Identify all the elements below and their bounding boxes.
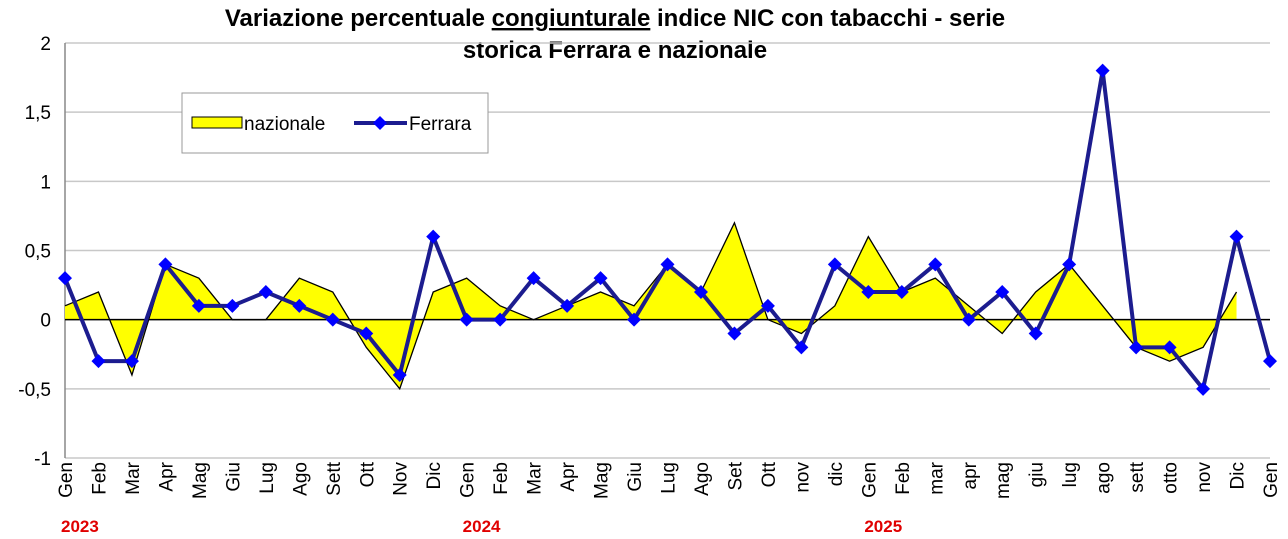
marker xyxy=(1129,340,1144,355)
x-tick-label: dic xyxy=(826,462,847,486)
x-tick-label: ago xyxy=(1094,462,1115,494)
marker xyxy=(995,285,1010,299)
marker xyxy=(1095,63,1110,78)
x-tick-label: Sett xyxy=(324,461,345,496)
x-tick-label: Ago xyxy=(692,462,713,496)
marker xyxy=(961,312,976,327)
x-tick-label: Dic xyxy=(1228,462,1249,489)
chart-title: Variazione percentuale congiunturale ind… xyxy=(225,5,1005,32)
marker xyxy=(258,285,273,299)
y-tick-label: 2 xyxy=(40,34,51,55)
x-tick-label: Lug xyxy=(257,462,278,494)
marker xyxy=(760,298,775,313)
y-tick-label: 1 xyxy=(40,172,51,193)
marker xyxy=(1028,326,1043,341)
x-tick-label: mar xyxy=(926,461,947,494)
y-tick-label: 0 xyxy=(40,311,51,332)
x-tick-label: giu xyxy=(1027,462,1048,487)
legend-marker xyxy=(373,116,387,130)
x-tick-label: Nov xyxy=(391,462,412,496)
x-tick-label: Ott xyxy=(759,461,780,487)
x-tick-label: Ott xyxy=(357,461,378,487)
x-tick-label: Apr xyxy=(156,461,177,491)
y-tick-label: -1 xyxy=(34,449,51,470)
y-tick-label: 1,5 xyxy=(25,103,51,124)
marker xyxy=(1062,257,1077,272)
x-tick-label: Mar xyxy=(525,461,546,494)
x-tick-label: Gen xyxy=(1261,462,1282,498)
marker xyxy=(560,298,575,313)
marker xyxy=(191,298,206,313)
marker xyxy=(526,271,541,286)
marker xyxy=(894,285,909,299)
x-tick-label: Feb xyxy=(893,462,914,495)
y-tick-label: -0,5 xyxy=(18,380,51,401)
x-tick-label: Giu xyxy=(625,462,646,492)
x-tick-label: Gen xyxy=(56,462,77,498)
marker xyxy=(158,257,173,272)
marker xyxy=(693,285,708,299)
title-part: Variazione percentuale xyxy=(225,5,492,32)
marker xyxy=(928,257,943,272)
x-tick-label: Apr xyxy=(558,461,579,491)
x-tick-label: Mag xyxy=(190,462,211,499)
y-tick-label: 0,5 xyxy=(25,242,51,263)
legend-swatch xyxy=(191,116,243,129)
marker xyxy=(91,354,106,369)
marker xyxy=(861,285,876,299)
marker xyxy=(1162,340,1177,355)
x-tick-label: Feb xyxy=(491,462,512,495)
marker xyxy=(392,368,407,382)
legend-label: nazionale xyxy=(244,114,325,135)
x-tick-label: Gen xyxy=(859,462,880,498)
marker xyxy=(660,257,675,272)
x-tick-label: Set xyxy=(725,461,746,490)
marker xyxy=(1196,381,1211,396)
x-tick-label: nov xyxy=(1194,462,1215,493)
marker xyxy=(325,312,340,327)
x-tick-label: lug xyxy=(1060,462,1081,487)
year-label: 2024 xyxy=(463,517,501,536)
marker xyxy=(124,354,139,369)
x-tick-label: Dic xyxy=(424,462,445,489)
x-tick-label: apr xyxy=(960,461,981,489)
marker xyxy=(827,257,842,272)
year-label: 2023 xyxy=(61,517,99,536)
title-part: indice NIC con tabacchi - serie xyxy=(650,5,1005,32)
x-tick-label: Lug xyxy=(659,462,680,494)
x-tick-label: Giu xyxy=(223,462,244,492)
title-part: congiunturale xyxy=(492,5,651,32)
x-tick-label: sett xyxy=(1127,461,1148,492)
marker xyxy=(1229,229,1244,244)
x-tick-label: Feb xyxy=(89,462,110,495)
legend-label: Ferrara xyxy=(409,114,472,135)
marker xyxy=(225,298,240,313)
marker xyxy=(493,312,508,327)
marker xyxy=(292,298,307,313)
marker xyxy=(627,312,642,327)
year-label: 2025 xyxy=(864,517,902,536)
marker xyxy=(727,326,742,341)
x-tick-label: Gen xyxy=(458,462,479,498)
marker xyxy=(426,229,441,244)
marker xyxy=(359,326,374,341)
x-tick-label: otto xyxy=(1161,462,1182,494)
area-fill xyxy=(65,222,1237,389)
x-tick-label: mag xyxy=(993,462,1014,499)
marker xyxy=(459,312,474,327)
x-tick-label: Ago xyxy=(290,462,311,496)
x-tick-label: nov xyxy=(792,462,813,493)
marker xyxy=(58,271,72,286)
marker xyxy=(593,271,608,286)
x-tick-label: Mar xyxy=(123,461,144,494)
x-tick-label: Mag xyxy=(592,462,613,499)
marker xyxy=(794,340,809,355)
marker xyxy=(1263,354,1277,369)
chart-title: storica Ferrara e nazionale xyxy=(463,37,767,64)
